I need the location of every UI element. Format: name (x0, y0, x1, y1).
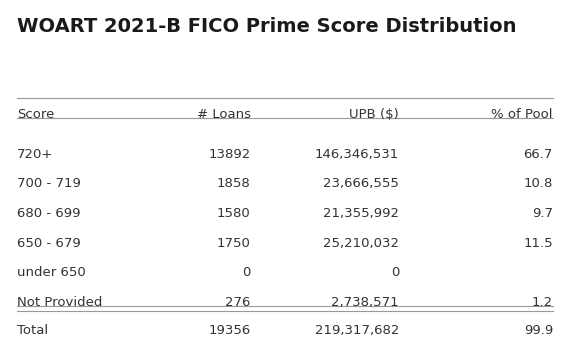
Text: 19356: 19356 (209, 324, 251, 337)
Text: # Loans: # Loans (197, 108, 251, 121)
Text: Not Provided: Not Provided (17, 296, 103, 309)
Text: Score: Score (17, 108, 55, 121)
Text: 1750: 1750 (217, 237, 251, 250)
Text: 720+: 720+ (17, 148, 54, 161)
Text: 680 - 699: 680 - 699 (17, 207, 80, 220)
Text: 11.5: 11.5 (523, 237, 553, 250)
Text: 99.9: 99.9 (524, 324, 553, 337)
Text: WOART 2021-B FICO Prime Score Distribution: WOART 2021-B FICO Prime Score Distributi… (17, 17, 516, 36)
Text: 1580: 1580 (217, 207, 251, 220)
Text: 0: 0 (390, 266, 399, 279)
Text: 700 - 719: 700 - 719 (17, 177, 81, 190)
Text: 1858: 1858 (217, 177, 251, 190)
Text: under 650: under 650 (17, 266, 86, 279)
Text: % of Pool: % of Pool (491, 108, 553, 121)
Text: 276: 276 (225, 296, 251, 309)
Text: 25,210,032: 25,210,032 (323, 237, 399, 250)
Text: UPB ($): UPB ($) (349, 108, 399, 121)
Text: 10.8: 10.8 (523, 177, 553, 190)
Text: 13892: 13892 (209, 148, 251, 161)
Text: 23,666,555: 23,666,555 (323, 177, 399, 190)
Text: 146,346,531: 146,346,531 (315, 148, 399, 161)
Text: 2,738,571: 2,738,571 (331, 296, 399, 309)
Text: 219,317,682: 219,317,682 (315, 324, 399, 337)
Text: 21,355,992: 21,355,992 (323, 207, 399, 220)
Text: 650 - 679: 650 - 679 (17, 237, 81, 250)
Text: 1.2: 1.2 (532, 296, 553, 309)
Text: 0: 0 (242, 266, 251, 279)
Text: Total: Total (17, 324, 48, 337)
Text: 66.7: 66.7 (523, 148, 553, 161)
Text: 9.7: 9.7 (532, 207, 553, 220)
